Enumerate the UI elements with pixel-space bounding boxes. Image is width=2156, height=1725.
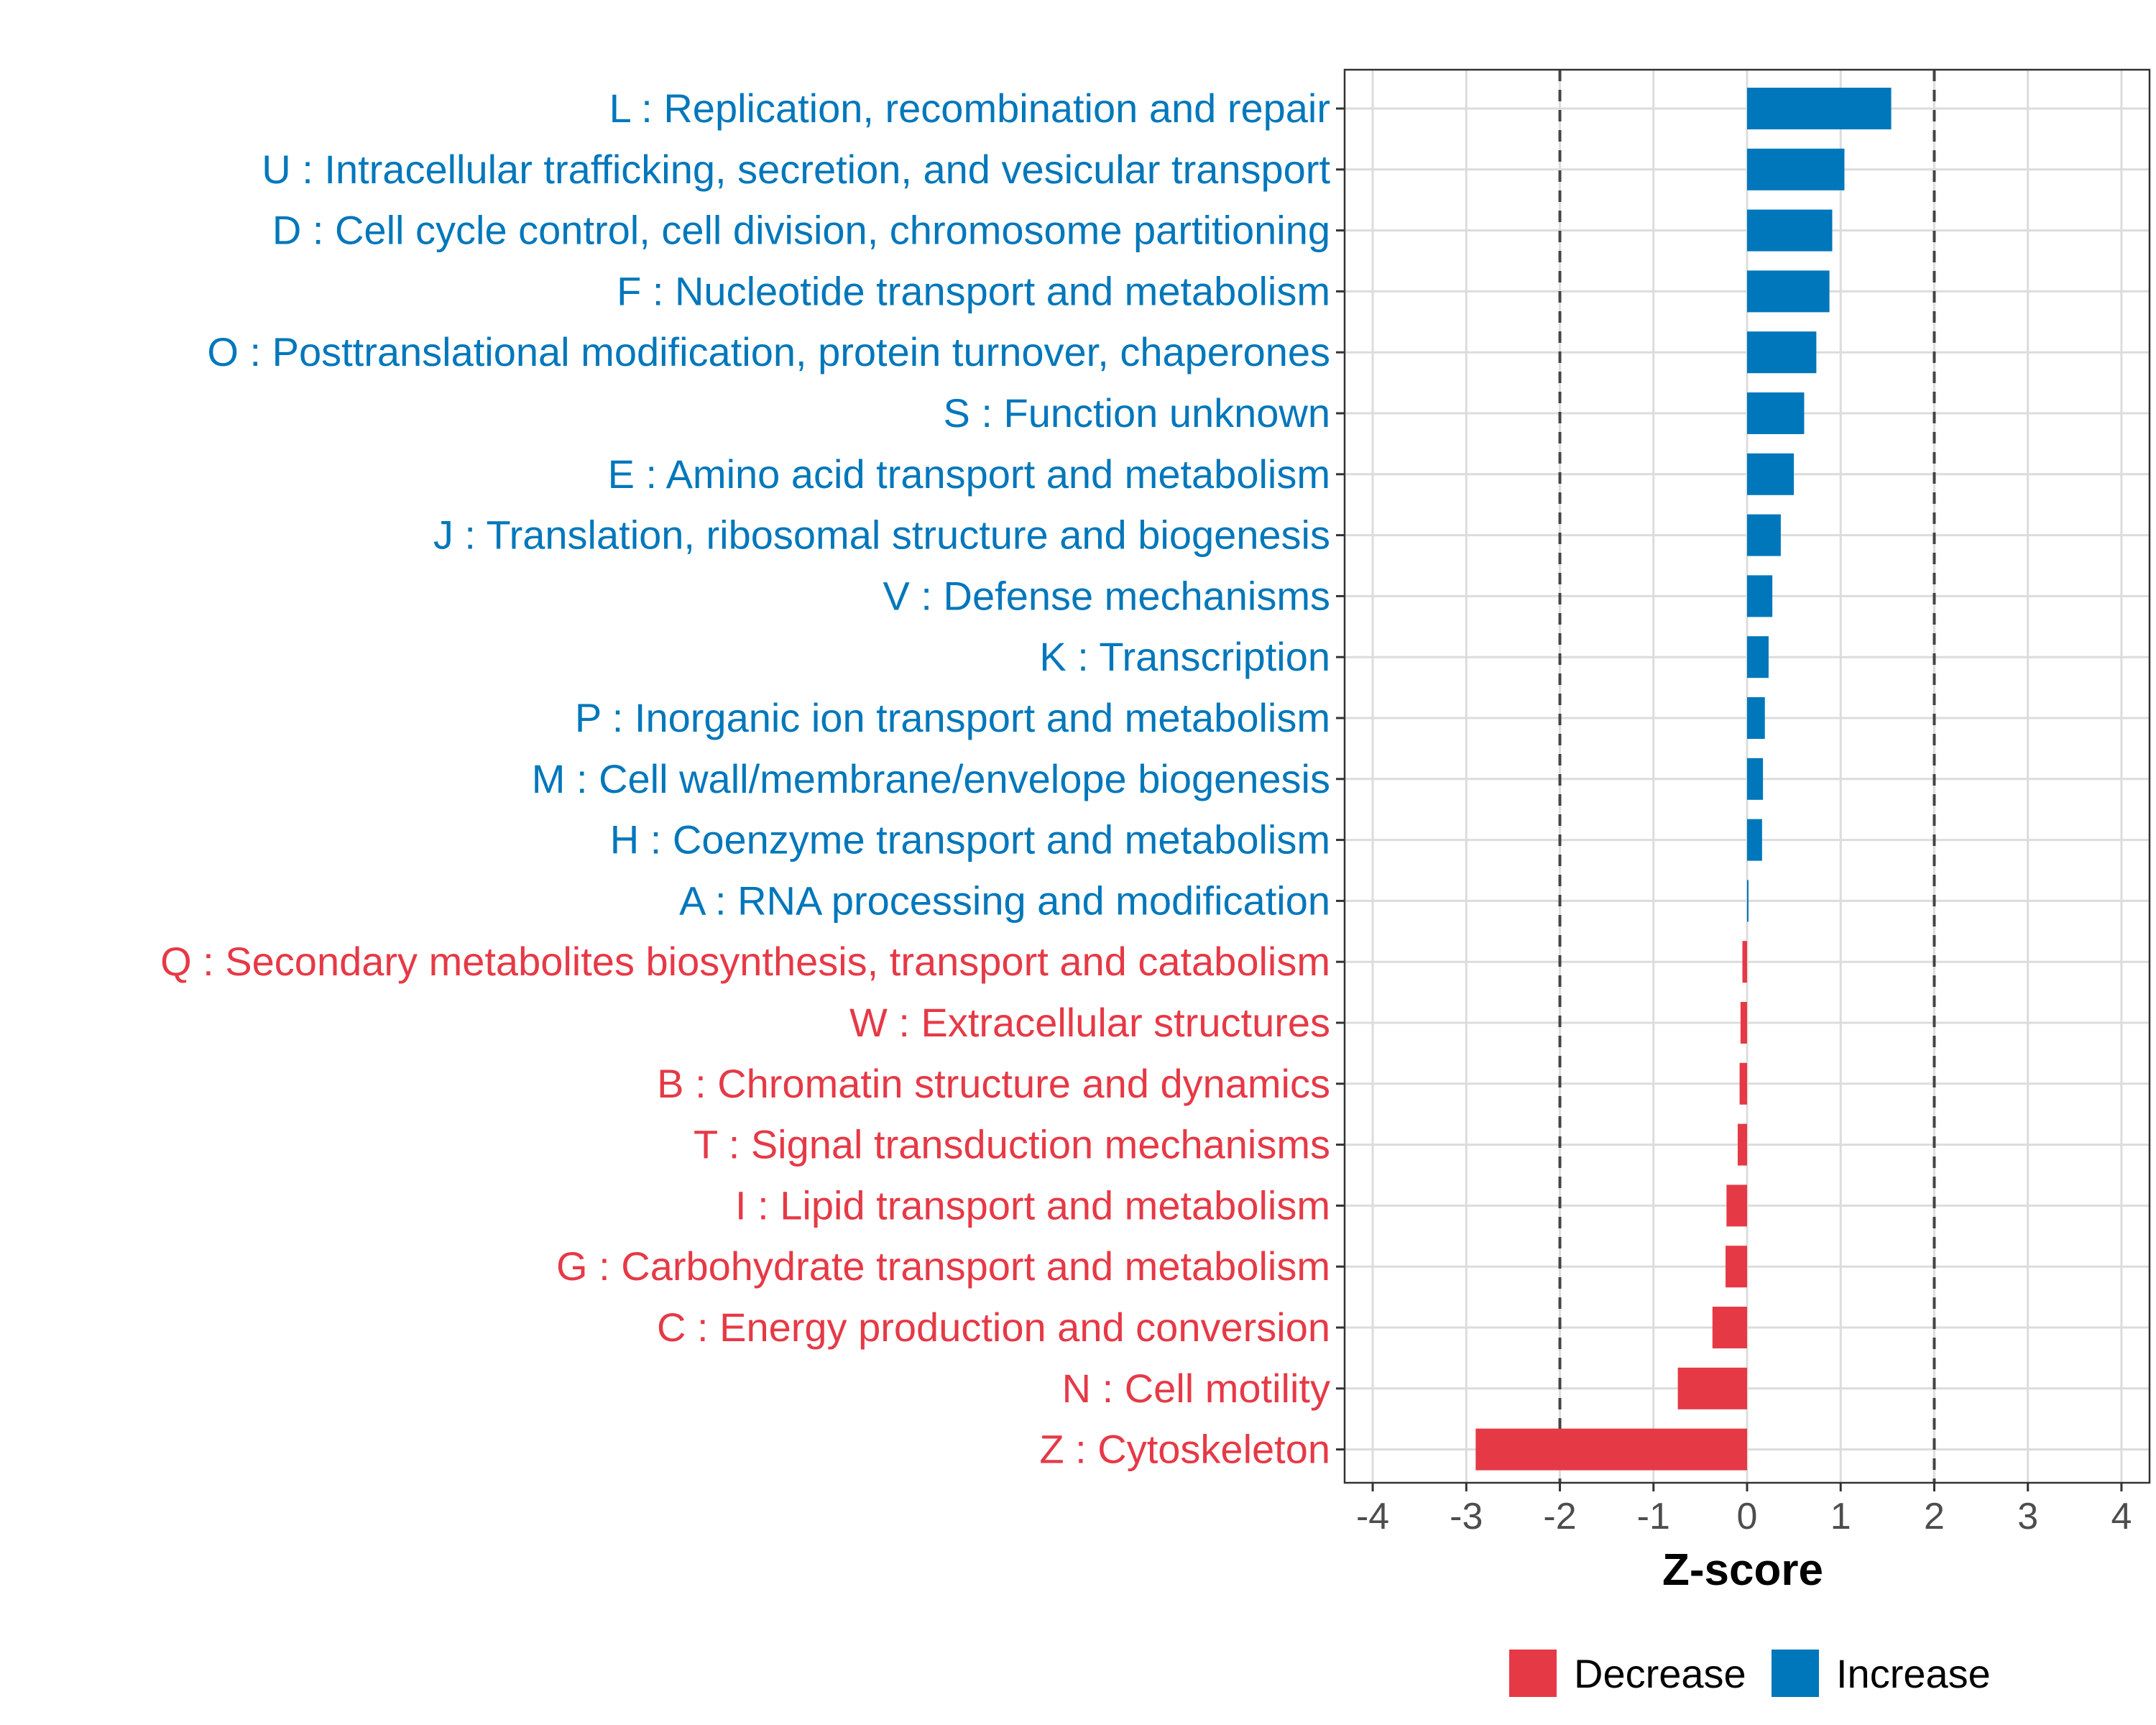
category-label-3: F : Nucleotide transport and metabolism (617, 268, 1330, 313)
category-label-21: N : Cell motility (1062, 1366, 1330, 1411)
category-label-8: V : Defense mechanisms (883, 573, 1330, 618)
bar-0 (1747, 88, 1892, 129)
category-label-16: B : Chromatin structure and dynamics (657, 1061, 1330, 1106)
bar-9 (1747, 636, 1769, 678)
bar-14 (1742, 941, 1747, 983)
x-tick-label-0: -4 (1356, 1496, 1389, 1537)
category-label-7: J : Translation, ribosomal structure and… (433, 512, 1330, 558)
bar-12 (1747, 819, 1762, 861)
category-label-0: L : Replication, recombination and repai… (609, 86, 1330, 131)
legend-swatch-increase (1772, 1650, 1819, 1697)
category-label-11: M : Cell wall/membrane/envelope biogenes… (532, 756, 1330, 801)
category-label-14: Q : Secondary metabolites biosynthesis, … (160, 939, 1330, 984)
x-axis-ticks: -4 -3 -2 -1 0 1 2 3 4 (1356, 1483, 2132, 1537)
x-tick-label-8: 4 (2111, 1496, 2132, 1537)
bar-10 (1747, 697, 1765, 739)
x-tick-label-2: -2 (1543, 1496, 1576, 1537)
category-label-22: Z : Cytoskeleton (1039, 1427, 1330, 1472)
bar-11 (1747, 758, 1764, 800)
category-label-6: E : Amino acid transport and metabolism (608, 451, 1330, 497)
reference-lines (1558, 70, 1936, 1483)
category-label-20: C : Energy production and conversion (657, 1305, 1330, 1350)
bar-2 (1747, 209, 1833, 252)
bar-13 (1747, 880, 1749, 922)
bar-19 (1726, 1246, 1747, 1288)
bar-8 (1747, 575, 1773, 617)
category-label-5: S : Function unknown (943, 390, 1330, 436)
x-tick-label-6: 2 (1924, 1496, 1945, 1537)
bar-20 (1712, 1307, 1747, 1348)
bar-21 (1677, 1367, 1747, 1409)
category-label-15: W : Extracellular structures (849, 1000, 1330, 1045)
category-label-18: I : Lipid transport and metabolism (735, 1182, 1330, 1228)
bar-18 (1726, 1184, 1747, 1227)
legend-label-decrease: Decrease (1574, 1651, 1746, 1696)
bar-1 (1747, 148, 1845, 190)
x-tick-label-7: 3 (2017, 1496, 2038, 1537)
legend: Decrease Increase (1509, 1650, 1991, 1697)
bar-16 (1739, 1062, 1747, 1105)
category-label-2: D : Cell cycle control, cell division, c… (272, 208, 1330, 253)
category-label-12: H : Coenzyme transport and metabolism (610, 817, 1330, 862)
category-label-10: P : Inorganic ion transport and metaboli… (575, 695, 1330, 740)
x-tick-label-1: -3 (1450, 1496, 1483, 1537)
category-label-1: U : Intracellular trafficking, secretion… (262, 147, 1330, 192)
bar-3 (1747, 270, 1830, 313)
category-label-9: K : Transcription (1039, 634, 1330, 679)
x-tick-label-4: 0 (1737, 1496, 1758, 1537)
category-label-4: O : Posttranslational modification, prot… (207, 329, 1330, 374)
bars (1475, 88, 1892, 1471)
bar-22 (1475, 1428, 1747, 1471)
legend-swatch-decrease (1509, 1650, 1557, 1697)
x-tick-label-3: -1 (1637, 1496, 1670, 1537)
bar-15 (1740, 1002, 1747, 1044)
bar-17 (1737, 1123, 1747, 1166)
bar-5 (1747, 392, 1805, 434)
category-label-19: G : Carbohydrate transport and metabolis… (556, 1243, 1330, 1289)
legend-label-increase: Increase (1836, 1651, 1991, 1696)
x-tick-label-5: 1 (1830, 1496, 1851, 1537)
x-axis-title: Z-score (1662, 1545, 1823, 1595)
bar-4 (1747, 331, 1817, 374)
category-label-17: T : Signal transduction mechanisms (694, 1122, 1330, 1167)
bar-7 (1747, 514, 1781, 556)
y-axis-ticks: L : Replication, recombination and repai… (160, 86, 1345, 1472)
bar-6 (1747, 453, 1795, 495)
category-label-13: A : RNA processing and modification (679, 878, 1330, 923)
